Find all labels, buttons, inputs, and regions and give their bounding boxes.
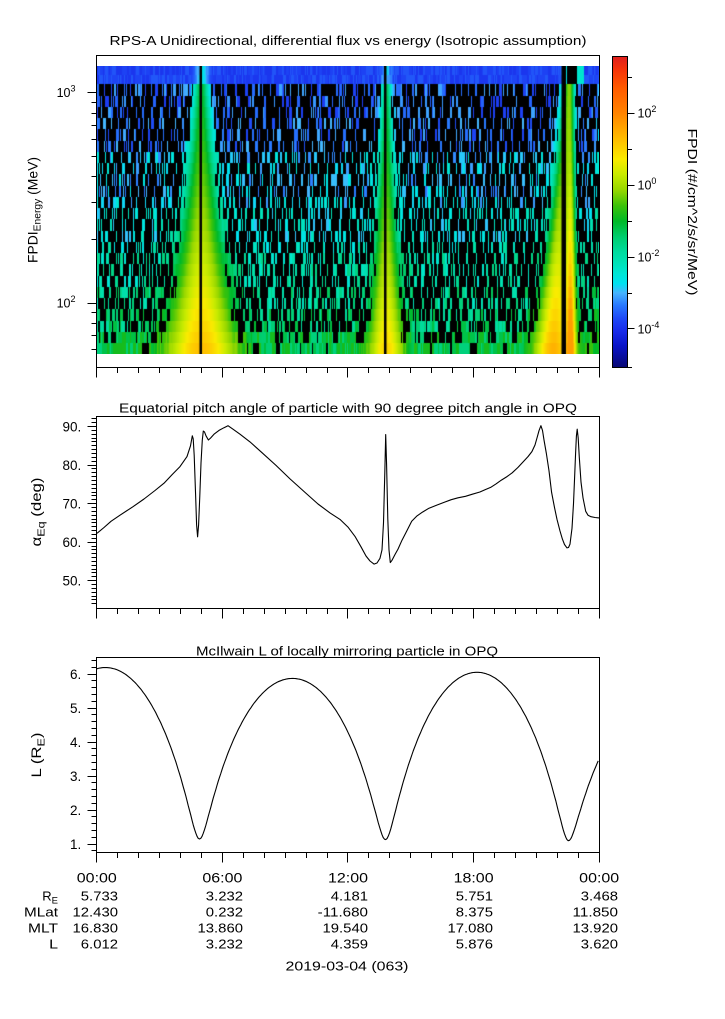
svg-text:6.012: 6.012 xyxy=(81,936,118,951)
svg-text:3.: 3. xyxy=(70,769,81,784)
svg-text:2019-03-04 (063): 2019-03-04 (063) xyxy=(286,959,409,974)
svg-text:103: 103 xyxy=(57,84,76,101)
svg-text:13.920: 13.920 xyxy=(573,920,619,935)
svg-text:4.181: 4.181 xyxy=(331,888,368,903)
svg-text:5.: 5. xyxy=(70,701,81,716)
svg-text:60.: 60. xyxy=(63,535,82,550)
svg-text:4.: 4. xyxy=(70,735,81,750)
svg-text:2.: 2. xyxy=(70,803,81,818)
svg-text:0.232: 0.232 xyxy=(206,904,243,919)
svg-text:-11.680: -11.680 xyxy=(318,904,368,919)
svg-text:100: 100 xyxy=(638,176,657,193)
svg-text:5.751: 5.751 xyxy=(456,888,493,903)
svg-text:6.: 6. xyxy=(70,667,81,682)
svg-text:90.: 90. xyxy=(63,419,82,434)
svg-text:70.: 70. xyxy=(63,496,82,511)
svg-text:10-4: 10-4 xyxy=(638,320,660,337)
svg-text:5.733: 5.733 xyxy=(81,888,118,903)
svg-text:18:00: 18:00 xyxy=(454,869,494,885)
svg-text:00:00: 00:00 xyxy=(579,869,619,885)
svg-text:RPS-A Unidirectional, differen: RPS-A Unidirectional, differential flux … xyxy=(110,33,587,48)
svg-text:19.540: 19.540 xyxy=(323,920,369,935)
svg-text:3.232: 3.232 xyxy=(206,936,243,951)
svg-text:L (RE): L (RE) xyxy=(28,733,47,778)
svg-text:L: L xyxy=(49,936,58,951)
svg-text:16.830: 16.830 xyxy=(73,920,119,935)
svg-text:12:00: 12:00 xyxy=(328,869,368,885)
svg-text:102: 102 xyxy=(57,294,76,311)
svg-text:8.375: 8.375 xyxy=(456,904,493,919)
svg-text:4.359: 4.359 xyxy=(331,936,368,951)
svg-text:αEq (deg): αEq (deg) xyxy=(28,478,47,547)
svg-text:5.876: 5.876 xyxy=(456,936,493,951)
svg-text:3.620: 3.620 xyxy=(581,936,618,951)
svg-text:MLat: MLat xyxy=(24,904,58,919)
svg-text:Equatorial pitch angle of part: Equatorial pitch angle of particle with … xyxy=(119,400,577,415)
svg-text:1.: 1. xyxy=(70,837,81,852)
svg-text:11.850: 11.850 xyxy=(573,904,619,919)
svg-text:McIlwain L of locally mirrorin: McIlwain L of locally mirroring particle… xyxy=(196,643,498,658)
svg-text:RE: RE xyxy=(42,888,58,906)
svg-text:MLT: MLT xyxy=(28,920,58,935)
svg-text:10-2: 10-2 xyxy=(638,248,660,265)
svg-text:00:00: 00:00 xyxy=(77,869,117,885)
svg-text:3.468: 3.468 xyxy=(581,888,618,903)
svg-text:FPDIEnergy (MeV): FPDIEnergy (MeV) xyxy=(26,157,44,263)
svg-text:13.860: 13.860 xyxy=(198,920,244,935)
svg-text:17.080: 17.080 xyxy=(448,920,494,935)
svg-text:06:00: 06:00 xyxy=(202,869,242,885)
svg-text:12.430: 12.430 xyxy=(73,904,119,919)
svg-text:50.: 50. xyxy=(63,574,82,589)
svg-text:80.: 80. xyxy=(63,458,82,473)
svg-text:102: 102 xyxy=(638,104,657,121)
svg-text:FPDI (#/cm^2/s/sr/MeV): FPDI (#/cm^2/s/sr/MeV) xyxy=(685,129,700,296)
svg-text:3.232: 3.232 xyxy=(206,888,243,903)
